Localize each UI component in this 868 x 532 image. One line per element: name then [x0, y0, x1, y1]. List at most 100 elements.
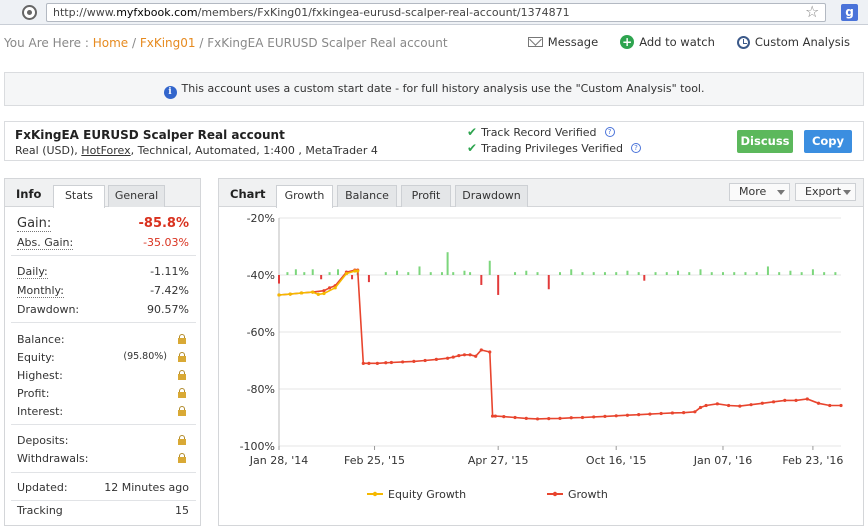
growth-point [389, 360, 393, 365]
growth-chart: -20% -40% -60% -80% -100%Jan 28, '14 Feb 25, … [240, 212, 844, 501]
growth-point [361, 361, 365, 365]
custom-analysis-label: Custom Analysis [754, 35, 850, 49]
more-label: More [739, 185, 767, 198]
breadcrumb-home-link[interactable]: Home [92, 36, 129, 50]
growth-point [535, 417, 540, 421]
profit-bar [311, 269, 314, 275]
profit-bar [581, 272, 584, 275]
growth-point [462, 353, 467, 357]
help-icon[interactable]: ? [631, 143, 641, 153]
breadcrumb-separator: / [195, 36, 208, 50]
growth-point [558, 416, 562, 420]
breadcrumb-separator: / [128, 36, 140, 50]
help-icon[interactable]: ? [604, 127, 615, 137]
url-input[interactable]: http://www.myfxbook.com/members/FxKing01… [46, 3, 826, 22]
export-label: Export [805, 185, 842, 198]
profit-bar [429, 272, 432, 275]
plus-icon: + [620, 35, 635, 49]
broker-link[interactable]: HotForex [81, 144, 131, 157]
growth-point [816, 401, 821, 405]
track-record-verified: ✔ Track Record Verified? [467, 125, 615, 139]
tab-drawdown[interactable]: Drawdown [455, 185, 528, 207]
export-dropdown[interactable]: Export [795, 183, 856, 201]
tab-general[interactable]: General [108, 185, 165, 207]
interest-label: Interest: [17, 405, 64, 418]
growth-point [682, 411, 686, 415]
growth-point [468, 353, 472, 357]
profit-bar [367, 275, 370, 283]
profit-bar [337, 269, 340, 275]
check-icon: ✔ [467, 141, 478, 155]
more-dropdown[interactable]: More [729, 183, 790, 201]
notice-text: This account uses a custom start date - … [181, 82, 705, 95]
lock-icon [178, 406, 186, 416]
profit-bar [654, 272, 657, 275]
profit-bar [547, 275, 550, 290]
google-icon[interactable]: g [841, 4, 858, 21]
chart-tabs: Chart Growth Balance Profit Drawdown Mor… [219, 179, 863, 208]
profit-bar [677, 270, 680, 275]
growth-point [367, 361, 371, 365]
account-subtitle: Real (USD), HotForex, Technical, Automat… [15, 144, 378, 157]
add-to-watch-button[interactable]: + Add to watch [620, 35, 715, 49]
breadcrumb-current: FxKingEA EURUSD Scalper Real account [207, 36, 448, 50]
growth-point [547, 417, 551, 421]
discuss-button[interactable]: Discuss [737, 130, 793, 153]
lock-icon [178, 370, 186, 380]
tab-growth[interactable]: Growth [276, 185, 333, 208]
account-header: FxKingEA EURUSD Scalper Real account Rea… [4, 121, 864, 161]
withdrawals-label: Withdrawals: [17, 452, 89, 465]
x-tick-label: Feb 23, '16 [782, 454, 843, 467]
info-icon: i [163, 86, 177, 99]
growth-point [569, 416, 573, 420]
profit-bar [710, 272, 713, 275]
equity-growth-point [316, 292, 320, 296]
profit-bar [418, 266, 421, 275]
star-icon[interactable]: ☆ [805, 2, 820, 21]
gain-label: Gain: [17, 216, 52, 232]
profit-bar [286, 272, 289, 275]
tab-stats[interactable]: Stats [53, 185, 105, 208]
profit-bar [592, 272, 595, 275]
divider [11, 472, 196, 473]
y-tick-label: -20% [247, 212, 275, 225]
equity-growth-point [288, 292, 292, 296]
profit-bar [320, 275, 323, 280]
mail-icon [527, 37, 543, 47]
profit-bar [626, 270, 629, 275]
growth-point [423, 358, 427, 363]
custom-start-notice: i This account uses a custom start date -… [4, 72, 864, 106]
tab-profit[interactable]: Profit [401, 185, 451, 207]
growth-point [693, 410, 697, 414]
profit-label: Profit: [17, 387, 50, 400]
breadcrumb-user-link[interactable]: FxKing01 [139, 36, 196, 50]
profit-bar [603, 272, 606, 275]
growth-point [493, 414, 497, 418]
tracking-value: 15 [175, 504, 189, 517]
growth-point [603, 414, 607, 418]
profit-bar [688, 272, 691, 275]
equity-growth-point [311, 290, 315, 294]
profit-bar [637, 272, 640, 275]
profit-bar [536, 272, 539, 275]
tab-balance[interactable]: Balance [337, 185, 397, 207]
legend-marker [552, 491, 558, 497]
profit-bar [834, 272, 837, 275]
profit-bar [497, 275, 500, 295]
profit-bar [744, 272, 747, 275]
monthly-value: -7.42% [150, 284, 189, 297]
drawdown-value: 90.57% [147, 303, 189, 316]
profit-bar [800, 272, 803, 275]
message-button[interactable]: Message [527, 35, 598, 49]
tracking-label: Tracking [17, 504, 63, 517]
equity-growth-point [344, 271, 349, 276]
copy-button[interactable]: Copy [804, 130, 852, 153]
highest-label: Highest: [17, 369, 63, 382]
updated-label: Updated: [17, 481, 68, 494]
growth-point [451, 355, 455, 359]
url-prefix: http://www. [53, 6, 117, 19]
growth-point [704, 403, 708, 408]
custom-analysis-button[interactable]: Custom Analysis [736, 35, 850, 49]
profit-bar [440, 272, 443, 275]
info-tabs: Info Stats General [5, 179, 200, 208]
